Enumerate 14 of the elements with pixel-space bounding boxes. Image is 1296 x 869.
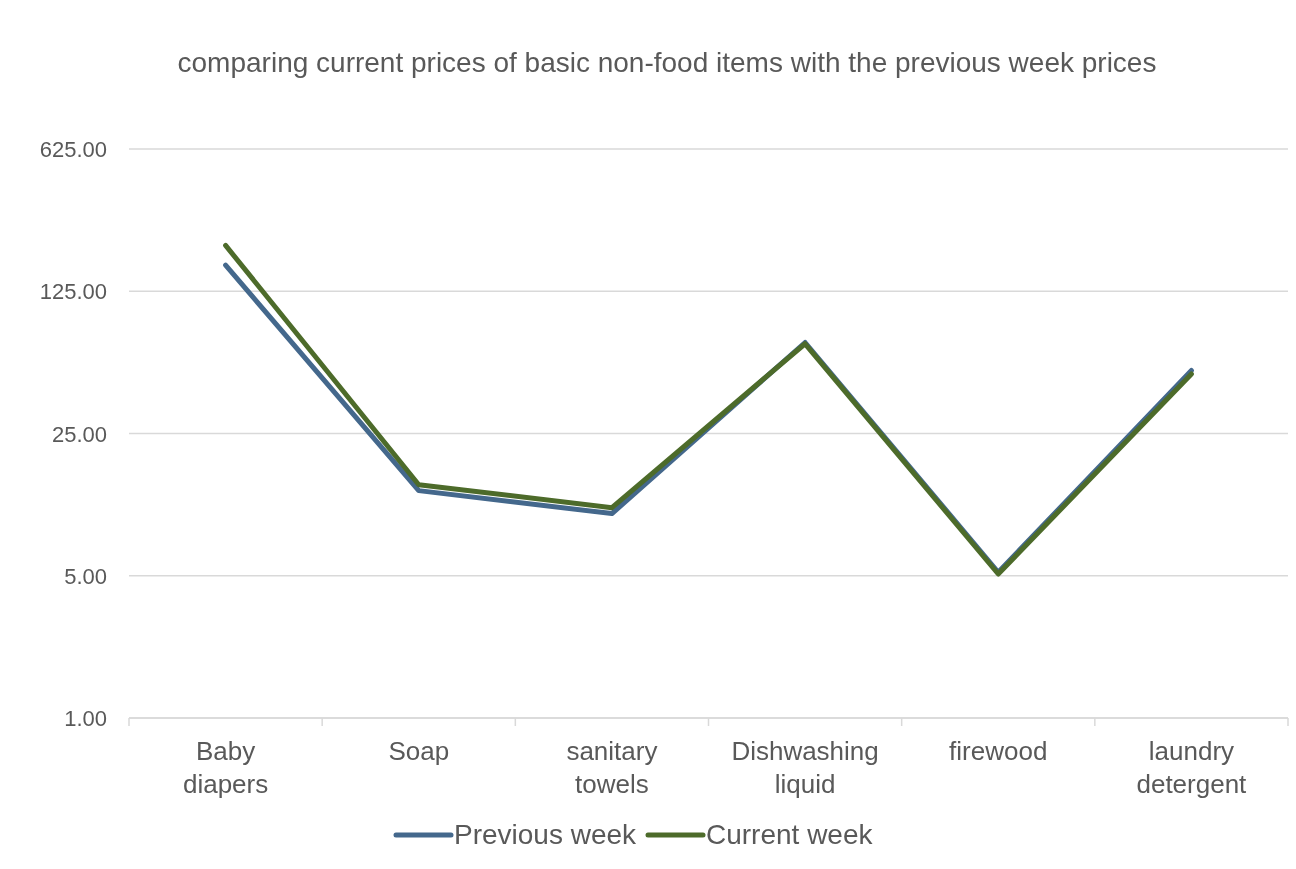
legend-label: Current week bbox=[706, 819, 874, 850]
x-tick-label: Baby diapers bbox=[182, 736, 269, 799]
y-tick-label: 1.00 bbox=[64, 706, 107, 731]
y-tick-label: 25.00 bbox=[51, 421, 107, 447]
x-tick-label: Soap bbox=[388, 736, 450, 766]
y-tick-label: 125.00 bbox=[39, 279, 107, 305]
legend-label: Previous week bbox=[454, 819, 638, 850]
y-tick-label: 625.00 bbox=[39, 137, 107, 162]
chart-title: comparing current prices of basic non-food items with the previous week prices bbox=[177, 47, 1157, 78]
x-tick-label: sanitary towels bbox=[566, 736, 658, 799]
x-tick-label: Dishwashing liquid bbox=[731, 736, 879, 799]
x-tick-label: firewood bbox=[949, 736, 1048, 766]
x-tick-label: laundry detergent bbox=[1136, 736, 1248, 799]
y-tick-label: 5.00 bbox=[64, 563, 107, 589]
